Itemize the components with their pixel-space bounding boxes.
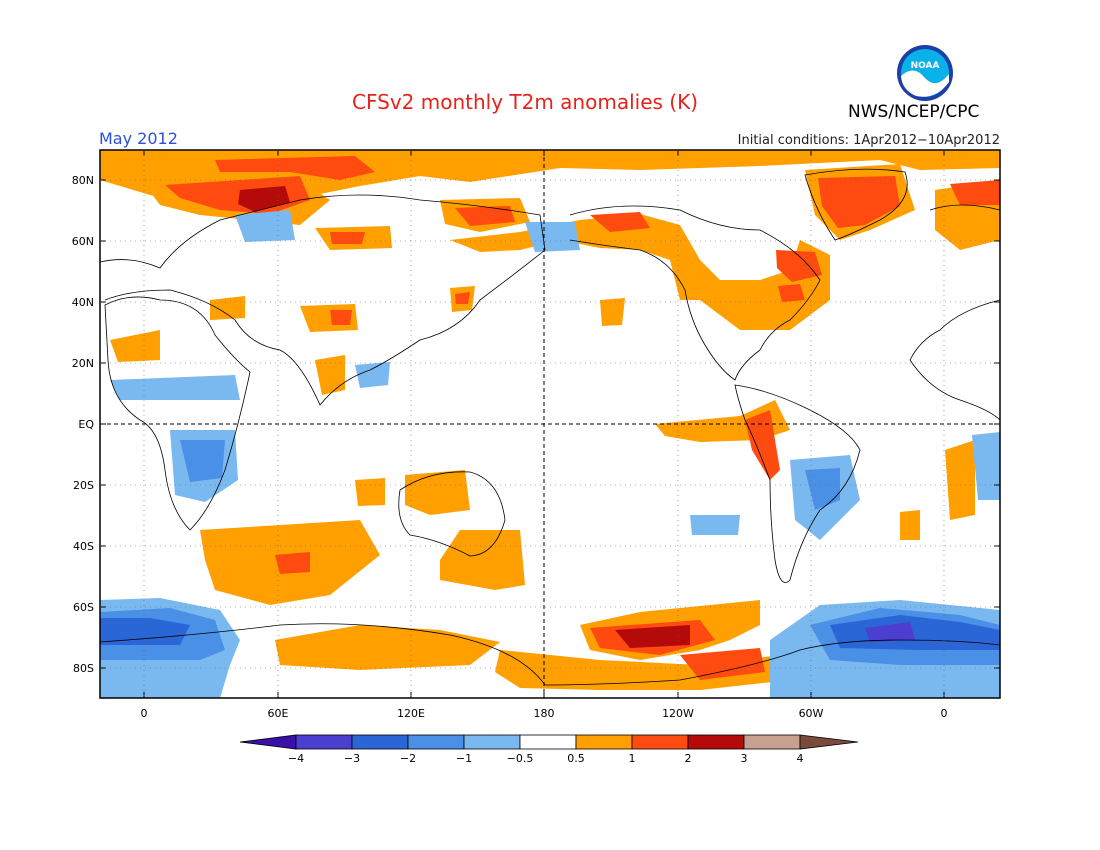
cold-region-west-africa-coast bbox=[972, 432, 1000, 500]
warm-region-east-pacific bbox=[600, 298, 625, 326]
cold-region-west-siberia bbox=[235, 210, 295, 242]
lon-label: 60E bbox=[268, 707, 289, 720]
noaa-logo: NOAA bbox=[897, 45, 953, 101]
lat-label: 20S bbox=[73, 479, 94, 492]
coast-south-america bbox=[734, 384, 861, 583]
lat-label: 40S bbox=[73, 540, 94, 553]
colorbar-swatch bbox=[295, 734, 353, 750]
lat-label: 80S bbox=[73, 662, 94, 675]
warm-region-south-atlantic-east bbox=[900, 510, 920, 540]
cold-region-okhotsk bbox=[525, 222, 580, 252]
coast-africa bbox=[104, 296, 251, 531]
lat-label: 60S bbox=[73, 601, 94, 614]
warm-region-arabia bbox=[210, 296, 245, 320]
warm-region-australia bbox=[405, 470, 470, 515]
hot-region-greenland bbox=[818, 176, 900, 228]
coast-north-america bbox=[569, 205, 821, 381]
map-title: CFSv2 monthly T2m anomalies (K) bbox=[352, 90, 698, 114]
initial-conditions: Initial conditions: 1Apr2012−10Apr2012 bbox=[737, 133, 1000, 148]
colorbar-label: −3 bbox=[344, 752, 360, 765]
cold-region-south-pacific bbox=[690, 515, 740, 535]
colorbar-label: 0.5 bbox=[567, 752, 585, 765]
lon-label: 0 bbox=[941, 707, 948, 720]
colorbar-arrow-low bbox=[239, 734, 297, 750]
coast-europe-west bbox=[909, 204, 1000, 421]
lat-label: 20N bbox=[72, 357, 94, 370]
lat-label: 60N bbox=[72, 235, 94, 248]
hot-spot-japan bbox=[455, 292, 470, 304]
warm-region-india bbox=[315, 355, 345, 395]
hot-region-alaska bbox=[590, 212, 650, 232]
colorbar-swatch bbox=[687, 734, 745, 750]
colorbar-label: −0.5 bbox=[507, 752, 534, 765]
hot-region-great-lakes bbox=[778, 284, 805, 302]
warm-region-south-australia bbox=[440, 530, 525, 590]
warm-region-south-indian bbox=[355, 478, 385, 506]
forecast-period: May 2012 bbox=[99, 129, 178, 148]
lon-label: 120W bbox=[662, 707, 694, 720]
coast-greenland bbox=[804, 168, 908, 241]
colorbar-label: −4 bbox=[288, 752, 304, 765]
lat-label: 80N bbox=[72, 174, 94, 187]
longitude-axis: 0 60E 120E 180 120W 60W 0 bbox=[141, 150, 948, 720]
colorbar-label: 4 bbox=[797, 752, 804, 765]
lon-label: 60W bbox=[799, 707, 824, 720]
colorbar-swatch bbox=[519, 734, 577, 750]
colorbar-label: −2 bbox=[400, 752, 416, 765]
coldest-region-antarctic-indian bbox=[100, 618, 190, 645]
lon-label: 120E bbox=[397, 707, 425, 720]
coast-antarctica bbox=[100, 623, 1000, 686]
colorbar: −4 −3 −2 −1 −0.5 0.5 1 2 3 4 bbox=[239, 734, 859, 765]
very-hot-region-amundsen-sea bbox=[615, 625, 690, 648]
colorbar-swatch bbox=[463, 734, 521, 750]
hot-region-peru bbox=[745, 410, 780, 480]
cold-core-brazil bbox=[805, 468, 840, 510]
colorbar-label: −1 bbox=[456, 752, 472, 765]
lat-label: EQ bbox=[78, 418, 94, 431]
anomaly-field bbox=[100, 150, 1000, 698]
colorbar-swatch bbox=[631, 734, 689, 750]
lon-label: 0 bbox=[141, 707, 148, 720]
coastlines bbox=[100, 168, 1000, 686]
colorbar-label: 2 bbox=[685, 752, 692, 765]
warm-region-ross-sea bbox=[495, 650, 790, 690]
cold-region-sahel bbox=[110, 375, 240, 400]
colorbar-swatch bbox=[743, 734, 801, 750]
hot-region-southern-ocean-africa bbox=[275, 552, 310, 574]
noaa-logo-text: NOAA bbox=[911, 61, 940, 71]
hot-spot-central-asia bbox=[330, 232, 365, 244]
colorbar-swatch bbox=[351, 734, 409, 750]
cold-core-south-africa bbox=[180, 440, 225, 482]
lat-label: 40N bbox=[72, 296, 94, 309]
hot-region-ross-sea bbox=[680, 648, 765, 680]
latitude-axis: 80N 60N 40N 20N EQ 20S 40S 60S 80S bbox=[72, 174, 1000, 675]
colorbar-label: 1 bbox=[629, 752, 636, 765]
colorbar-swatch bbox=[407, 734, 465, 750]
colorbar-label: 3 bbox=[741, 752, 748, 765]
warm-region-africa-north bbox=[110, 330, 160, 362]
extreme-cold-weddell bbox=[865, 622, 915, 642]
colorbar-swatch bbox=[575, 734, 633, 750]
hot-spot-tibet bbox=[330, 310, 352, 325]
coast-australia bbox=[398, 471, 506, 557]
organization-label: NWS/NCEP/CPC bbox=[848, 102, 980, 122]
hot-region-north-asia bbox=[215, 156, 375, 180]
coast-eurasia bbox=[100, 194, 546, 406]
lon-label: 180 bbox=[534, 707, 555, 720]
hot-region-hudson bbox=[776, 250, 822, 282]
hot-region-east-siberia bbox=[455, 206, 515, 226]
warm-region-east-atlantic-south bbox=[945, 440, 975, 520]
hot-region-scandinavia bbox=[950, 180, 1000, 205]
cold-region-se-asia bbox=[355, 362, 390, 388]
warm-region-east-antarctica bbox=[275, 625, 500, 670]
colorbar-arrow-high bbox=[799, 734, 859, 750]
